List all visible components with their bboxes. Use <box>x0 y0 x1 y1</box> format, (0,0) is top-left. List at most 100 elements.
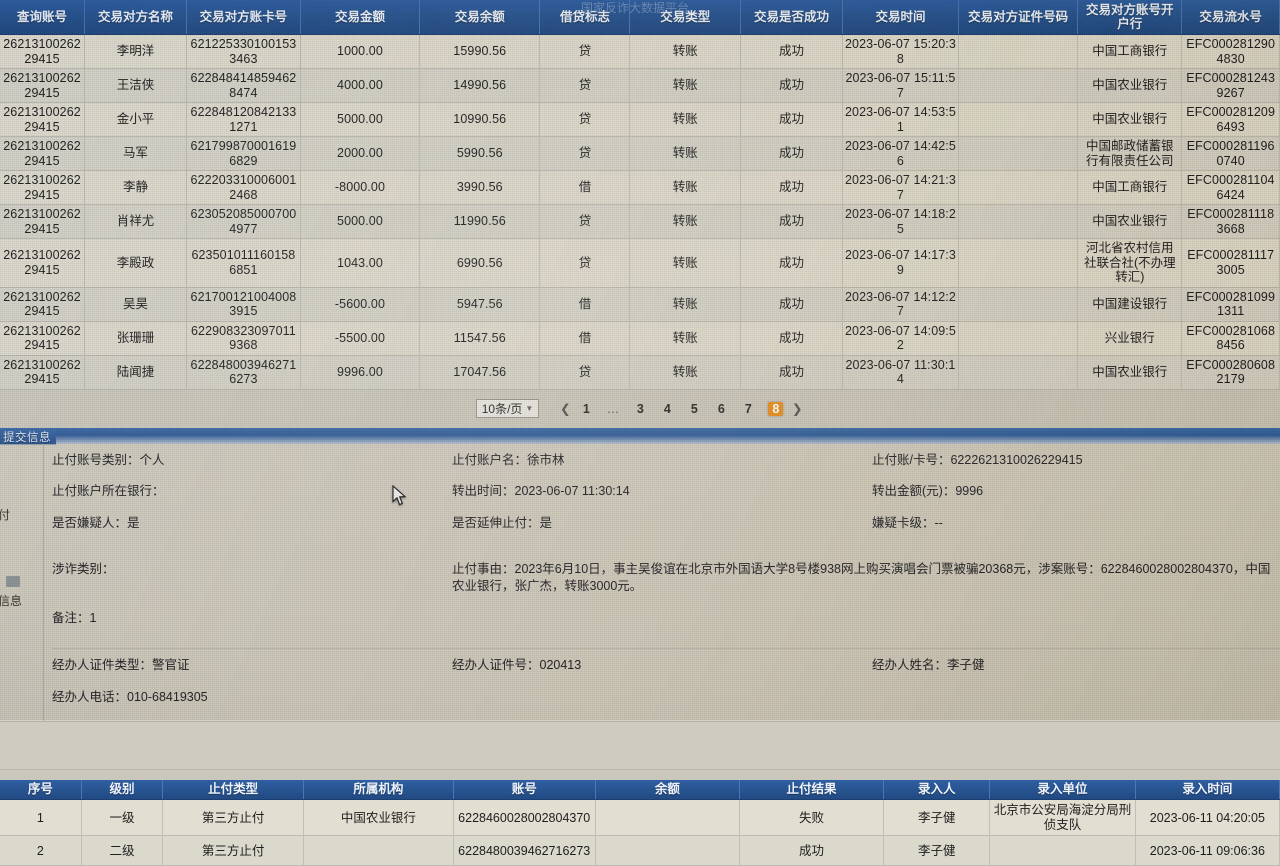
cell-result: 失败 <box>739 800 883 836</box>
col-entry-time[interactable]: 录入时间 <box>1135 780 1279 800</box>
page-number-4[interactable]: 4 <box>660 402 674 416</box>
page-number-8[interactable]: 8 <box>768 402 783 416</box>
cell-amount: -5600.00 <box>300 287 419 321</box>
cell-serial-no: EFC0002810991311 <box>1182 287 1280 321</box>
field-operator-id-no: 经办人证件号：020413 <box>452 649 872 681</box>
next-page-button[interactable]: ❯ <box>790 401 804 416</box>
page-number-5[interactable]: 5 <box>687 402 701 416</box>
col-counterparty-card[interactable]: 交易对方账卡号 <box>186 0 300 35</box>
col-result[interactable]: 止付结果 <box>739 780 883 800</box>
col-amount[interactable]: 交易金额 <box>300 0 419 35</box>
cell-counterparty-name: 李明洋 <box>85 35 187 69</box>
cell-serial-no: EFC0002811046424 <box>1182 171 1280 205</box>
cell-counterparty-name: 张珊珊 <box>85 321 187 355</box>
field-row-3: 是否嫌疑人：是 是否延伸止付：是 嫌疑卡级：-- <box>0 507 1280 539</box>
col-level[interactable]: 级别 <box>81 780 162 800</box>
cell-counterparty-card: 6228484148594628474 <box>186 69 300 103</box>
cell-trade-type: 转账 <box>630 69 741 103</box>
page-number-3[interactable]: 3 <box>633 402 647 416</box>
col-serial-no[interactable]: 交易流水号 <box>1182 0 1280 35</box>
cell-trade-time: 2023-06-07 14:09:52 <box>842 321 958 355</box>
transactions-table: 查询账号 交易对方名称 交易对方账卡号 交易金额 交易余额 借贷标志 交易类型 … <box>0 0 1280 390</box>
col-trade-time[interactable]: 交易时间 <box>842 0 958 35</box>
cell-query-account: 2621310026229415 <box>0 355 85 389</box>
col-dc-flag[interactable]: 借贷标志 <box>540 0 630 35</box>
field-row-5: 备注：1 <box>0 602 1280 634</box>
cell-counterparty-card: 6235010111601586851 <box>186 239 300 288</box>
cell-amount: -5500.00 <box>300 321 419 355</box>
col-query-account[interactable]: 查询账号 <box>0 0 85 35</box>
cell-time: 2023-06-11 09:06:36 <box>1135 836 1279 866</box>
field-fraud-category: 涉诈类别： <box>52 553 452 585</box>
cell-trade-time: 2023-06-07 14:12:27 <box>842 287 958 321</box>
app-screen: 国家反诈大数据平台 查询账号 交易对方名称 交易对方账卡号 交易金额 交易余额 … <box>0 0 1280 720</box>
cell-balance: 5990.56 <box>420 137 540 171</box>
field-stop-reason: 止付事由：2023年6月10日，事主吴俊谊在北京市外国语大学8号楼938网上购买… <box>452 553 1280 602</box>
cell-counterparty-bank: 中国农业银行 <box>1078 69 1182 103</box>
cell-counterparty-id <box>958 171 1077 205</box>
cell-counterparty-id <box>958 321 1077 355</box>
cell-trade-time: 2023-06-07 14:21:37 <box>842 171 958 205</box>
page-size-select[interactable]: 10条/页 ▼ <box>476 399 540 418</box>
col-org[interactable]: 所属机构 <box>304 780 454 800</box>
cell-counterparty-card: 6217998700016196829 <box>186 137 300 171</box>
cell-balance: 11990.56 <box>420 205 540 239</box>
col-stop-type[interactable]: 止付类型 <box>163 780 304 800</box>
col-counterparty-id[interactable]: 交易对方证件号码 <box>958 0 1077 35</box>
page-number-6[interactable]: 6 <box>714 402 728 416</box>
cell-index: 1 <box>0 800 81 836</box>
cell-counterparty-card: 6212253301001533463 <box>186 35 300 69</box>
transactions-table-region: 国家反诈大数据平台 查询账号 交易对方名称 交易对方账卡号 交易金额 交易余额 … <box>0 0 1280 390</box>
col-index[interactable]: 序号 <box>0 780 81 800</box>
cell-unit: 北京市公安局海淀分局刑侦支队 <box>990 800 1135 836</box>
cell-amount: -8000.00 <box>300 171 419 205</box>
page-number-1[interactable]: 1 <box>579 402 593 416</box>
cell-account: 6228460028002804370 <box>453 800 595 836</box>
cell-trade-type: 转账 <box>630 321 741 355</box>
col-rbalance[interactable]: 余额 <box>595 780 739 800</box>
cell-serial-no: EFC0002812096493 <box>1182 103 1280 137</box>
page-number-7[interactable]: 7 <box>741 402 755 416</box>
cell-counterparty-bank: 中国农业银行 <box>1078 103 1182 137</box>
col-account[interactable]: 账号 <box>453 780 595 800</box>
cell-query-account: 2621310026229415 <box>0 205 85 239</box>
cell-trade-time: 2023-06-07 15:20:38 <box>842 35 958 69</box>
field-stop-account-name: 止付账户名：徐市林 <box>452 444 872 476</box>
cell-stop-type: 第三方止付 <box>163 800 304 836</box>
cell-amount: 1043.00 <box>300 239 419 288</box>
cell-balance <box>595 836 739 866</box>
cell-balance: 14990.56 <box>420 69 540 103</box>
field-operator-id-type: 经办人证件类型：警官证 <box>52 649 452 681</box>
col-operator[interactable]: 录入人 <box>884 780 990 800</box>
cell-level: 二级 <box>81 836 162 866</box>
cell-serial-no: EFC0002811183668 <box>1182 205 1280 239</box>
col-balance[interactable]: 交易余额 <box>420 0 540 35</box>
cell-query-account: 2621310026229415 <box>0 287 85 321</box>
col-success[interactable]: 交易是否成功 <box>741 0 843 35</box>
cell-trade-time: 2023-06-07 11:30:14 <box>842 355 958 389</box>
transactions-header-row: 查询账号 交易对方名称 交易对方账卡号 交易金额 交易余额 借贷标志 交易类型 … <box>0 0 1280 35</box>
prev-page-button[interactable]: ❮ <box>558 401 572 416</box>
col-unit[interactable]: 录入单位 <box>990 780 1135 800</box>
col-counterparty-bank[interactable]: 交易对方账号开户行 <box>1078 0 1182 35</box>
field-suspect-card-level: 嫌疑卡级：-- <box>872 507 1280 539</box>
cell-dc-flag: 贷 <box>540 103 630 137</box>
cell-counterparty-card: 6228480039462716273 <box>186 355 300 389</box>
rail-label-pay: 付 <box>0 506 10 523</box>
stop-result-header-row: 序号 级别 止付类型 所属机构 账号 余额 止付结果 录入人 录入单位 录入时间 <box>0 780 1280 800</box>
col-trade-type[interactable]: 交易类型 <box>630 0 741 35</box>
col-counterparty-name[interactable]: 交易对方名称 <box>85 0 187 35</box>
